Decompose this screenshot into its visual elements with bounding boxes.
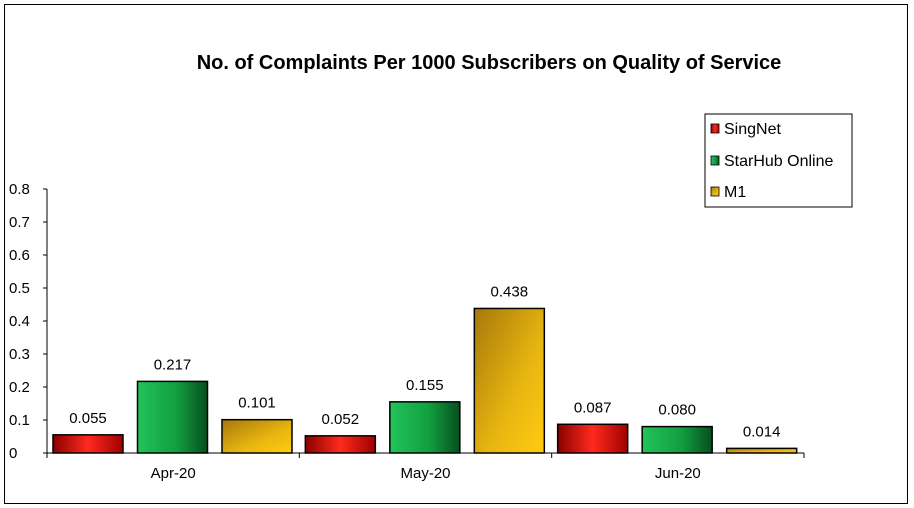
y-tick-label: 0: [9, 445, 17, 462]
bars: [52, 307, 798, 454]
data-label-starhub-online-jun-20: 0.080: [658, 402, 696, 419]
bar-starhub-online-apr-20: [136, 380, 209, 454]
bar-singnet-jun-20: [556, 423, 629, 454]
data-label-singnet-may-20: 0.052: [322, 411, 360, 428]
y-axis: 0 0.1 0.2 0.3 0.4 0.5 0.6 0.7 0.8: [9, 181, 48, 462]
legend-label-starhub-online: StarHub Online: [724, 153, 833, 170]
data-label-m1-jun-20: 0.014: [743, 423, 781, 440]
legend-label-m1: M1: [724, 184, 746, 201]
bar-singnet-apr-20: [52, 434, 124, 454]
bar-starhub-online-jun-20: [641, 425, 713, 454]
data-label-starhub-online-may-20: 0.155: [406, 377, 444, 394]
x-tick-label: Jun-20: [655, 465, 701, 482]
x-tick-label: Apr-20: [151, 465, 196, 482]
y-tick-label: 0.3: [9, 346, 30, 363]
legend-swatch-m1: [710, 186, 720, 197]
data-label-m1-apr-20: 0.101: [238, 395, 276, 412]
chart-title: No. of Complaints Per 1000 Subscribers o…: [197, 52, 782, 74]
legend-swatch-starhub-online: [710, 155, 720, 166]
bar-m1-may-20: [473, 307, 546, 454]
legend: SingNet StarHub Online M1: [704, 113, 853, 208]
data-label-starhub-online-apr-20: 0.217: [154, 356, 192, 373]
y-tick-label: 0.4: [9, 313, 30, 330]
bar-singnet-may-20: [304, 435, 377, 454]
data-label-m1-may-20: 0.438: [491, 283, 529, 300]
y-tick-label: 0.2: [9, 379, 30, 396]
y-tick-label: 0.6: [9, 247, 30, 264]
y-tick-label: 0.7: [9, 214, 30, 231]
y-tick-label: 0.5: [9, 280, 30, 297]
y-tick-label: 0.8: [9, 181, 30, 198]
data-label-singnet-apr-20: 0.055: [69, 410, 107, 427]
x-tick-label: May-20: [400, 465, 450, 482]
legend-label-singnet: SingNet: [724, 121, 781, 138]
bar-m1-jun-20: [725, 447, 798, 454]
x-axis: Apr-20 May-20 Jun-20: [46, 452, 805, 482]
data-labels: 0.055 0.217 0.101 0.052 0.155 0.438 0.087 0.080…: [69, 283, 780, 440]
bar-starhub-online-may-20: [389, 401, 461, 454]
y-tick-label: 0.1: [9, 412, 30, 429]
bar-m1-apr-20: [221, 418, 293, 454]
legend-swatch-singnet: [710, 123, 720, 134]
data-label-singnet-jun-20: 0.087: [574, 399, 612, 416]
legend-box: [704, 113, 853, 208]
